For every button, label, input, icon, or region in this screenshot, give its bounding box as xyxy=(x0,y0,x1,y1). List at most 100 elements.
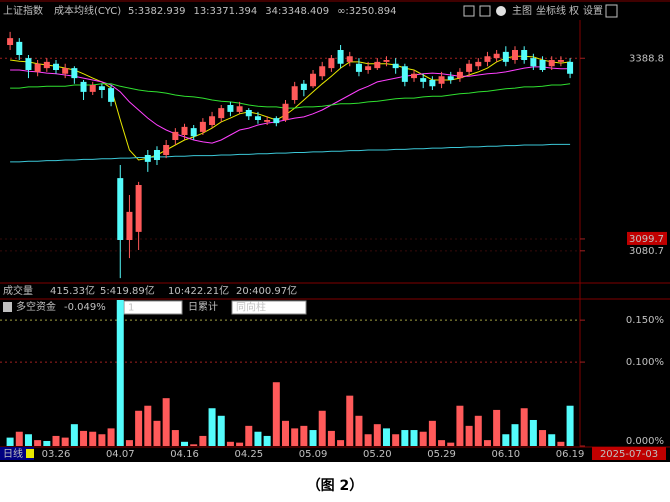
bar xyxy=(493,409,501,446)
bar xyxy=(456,405,464,446)
candle-body xyxy=(227,105,234,112)
bar xyxy=(254,431,262,446)
bar xyxy=(236,442,244,446)
candle-body xyxy=(411,73,418,79)
legend-entry: 34:3348.409 xyxy=(265,6,329,17)
expand-icon[interactable] xyxy=(605,4,618,18)
candle-body xyxy=(438,76,445,84)
bar xyxy=(70,424,78,446)
period-tab[interactable] xyxy=(0,447,34,460)
candle-body xyxy=(71,68,78,79)
candle-body xyxy=(466,63,473,72)
toolbar-button[interactable]: 主图 xyxy=(512,5,532,17)
x-tick-label: 04.07 xyxy=(106,449,135,460)
candle-body xyxy=(117,178,124,240)
zoom-out-icon[interactable] xyxy=(479,5,491,17)
candle-body xyxy=(108,88,115,102)
bar xyxy=(300,425,308,446)
candle-body xyxy=(383,60,390,62)
legend: 5:3382.939 13:3371.394 34:3348.409 ∞:3250.8… xyxy=(128,6,397,17)
candle-body xyxy=(493,53,500,59)
bar xyxy=(557,441,565,446)
bar xyxy=(98,434,106,446)
date-box xyxy=(592,447,666,460)
candle-body xyxy=(319,66,326,77)
bar xyxy=(364,434,372,446)
candle-body xyxy=(144,155,151,162)
candle-body xyxy=(89,85,96,92)
candle-body xyxy=(209,116,216,125)
bar xyxy=(282,420,289,446)
y-tick-label: 0.000% xyxy=(626,436,664,447)
bar xyxy=(392,434,400,446)
help-icon[interactable] xyxy=(3,302,12,312)
bar xyxy=(520,408,528,446)
candle-body xyxy=(190,128,197,137)
toolbar-button[interactable]: 权 xyxy=(569,4,579,17)
toolbar-button[interactable]: 坐标线 xyxy=(536,4,566,17)
bar xyxy=(135,410,143,446)
candle-body xyxy=(43,61,50,69)
candle-body xyxy=(7,38,14,45)
favorite-icon[interactable] xyxy=(496,6,506,16)
candle-body xyxy=(420,78,427,82)
candle-body xyxy=(346,56,353,62)
candle-body xyxy=(512,50,518,60)
candle-body xyxy=(328,58,335,69)
bar xyxy=(318,410,326,446)
bar xyxy=(465,425,473,446)
indicator-title: 多空资金 xyxy=(16,300,56,313)
bar xyxy=(125,440,133,446)
bar xyxy=(61,437,69,446)
legend-entry: 13:3371.394 xyxy=(193,6,257,17)
candle-body xyxy=(337,50,344,64)
candle-body xyxy=(365,66,372,70)
candle-body xyxy=(163,145,170,155)
candle-body xyxy=(273,118,280,124)
bar xyxy=(153,420,161,446)
zoom-in-icon[interactable] xyxy=(463,5,475,17)
candle-body xyxy=(429,80,436,87)
x-tick-label: 06.10 xyxy=(491,449,520,460)
bar xyxy=(181,441,189,446)
period-select-text: 1 xyxy=(128,303,134,314)
candle-body xyxy=(567,61,574,74)
bar xyxy=(291,428,299,446)
bar xyxy=(548,434,556,446)
candle-body xyxy=(392,63,399,69)
legend-entry: ∞:3250.894 xyxy=(337,6,396,17)
price-highlight xyxy=(627,231,667,245)
candle-body xyxy=(484,56,491,62)
candle-body xyxy=(401,66,408,82)
volume-value: 415.33亿 xyxy=(50,284,95,297)
bar xyxy=(89,431,97,446)
bar xyxy=(410,430,418,446)
toolbar-button[interactable]: 设置 xyxy=(583,5,603,17)
candle-body xyxy=(16,41,23,55)
bar xyxy=(401,430,409,446)
candle-body xyxy=(80,81,87,92)
candle-body xyxy=(53,63,59,70)
bar xyxy=(190,444,198,446)
y-tick-label: 3099.7 xyxy=(629,234,664,245)
candle-body xyxy=(557,60,564,62)
y-tick-label: 0.150% xyxy=(626,315,664,326)
legend-entry: 5:3382.939 xyxy=(128,6,185,17)
candle-body xyxy=(236,106,243,112)
period-select[interactable] xyxy=(123,300,183,315)
bar xyxy=(171,430,179,446)
bar xyxy=(6,437,14,446)
current-date: 2025-07-03 xyxy=(600,449,658,460)
adjust-icon[interactable] xyxy=(26,449,34,458)
bar xyxy=(438,440,446,446)
candle-body xyxy=(310,73,317,87)
ma-line xyxy=(10,66,571,144)
bar xyxy=(52,435,60,446)
x-tick-label: 04.25 xyxy=(234,449,263,460)
bar xyxy=(502,434,510,446)
x-tick-label: 06.19 xyxy=(556,449,585,460)
volume-ma: 10:422.21亿 xyxy=(168,284,229,297)
x-tick-label: 05.09 xyxy=(299,449,328,460)
style-select[interactable] xyxy=(231,300,307,315)
